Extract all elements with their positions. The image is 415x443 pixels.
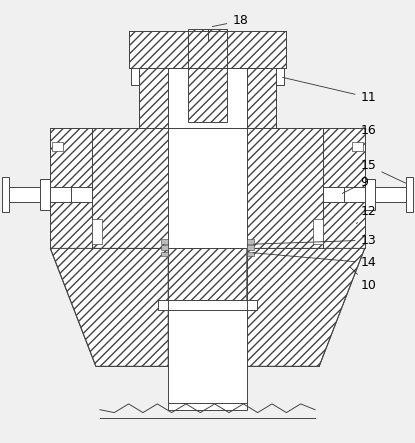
Bar [406, 177, 413, 212]
Bar [168, 404, 247, 410]
Bar [168, 249, 247, 300]
Bar [168, 300, 247, 404]
Text: 14: 14 [253, 253, 376, 269]
Bar [344, 187, 406, 202]
Bar [161, 239, 168, 244]
Bar [40, 179, 50, 210]
Bar [188, 29, 227, 122]
Bar [323, 187, 344, 202]
Bar [92, 128, 168, 249]
Bar [168, 128, 247, 249]
Text: 10: 10 [350, 267, 376, 292]
Bar [92, 219, 102, 244]
Text: 18: 18 [212, 15, 248, 27]
Text: 9: 9 [342, 176, 369, 193]
Bar [161, 252, 168, 256]
Bar [9, 187, 71, 202]
Text: 17: 17 [0, 442, 1, 443]
Bar [158, 300, 257, 311]
Bar [227, 31, 286, 69]
Bar [247, 239, 254, 244]
Bar [2, 177, 9, 212]
Bar [247, 69, 276, 128]
Text: 13: 13 [254, 233, 376, 247]
Bar [139, 69, 168, 128]
Text: 15: 15 [361, 159, 405, 183]
Text: 11: 11 [283, 78, 376, 104]
Text: 12: 12 [356, 205, 376, 224]
Bar [247, 128, 323, 249]
Text: 16: 16 [361, 124, 376, 137]
Polygon shape [50, 249, 168, 366]
Bar [52, 142, 63, 151]
Bar [276, 69, 284, 85]
Bar [247, 245, 254, 250]
Polygon shape [247, 249, 365, 366]
Bar [323, 128, 365, 249]
Bar [168, 69, 247, 128]
Bar [247, 252, 254, 256]
Bar [365, 179, 375, 210]
Bar [50, 128, 92, 249]
Bar [313, 219, 323, 244]
Bar [71, 187, 92, 202]
Bar [352, 142, 363, 151]
Bar [129, 31, 188, 69]
Bar [161, 245, 168, 250]
Bar [131, 69, 139, 85]
